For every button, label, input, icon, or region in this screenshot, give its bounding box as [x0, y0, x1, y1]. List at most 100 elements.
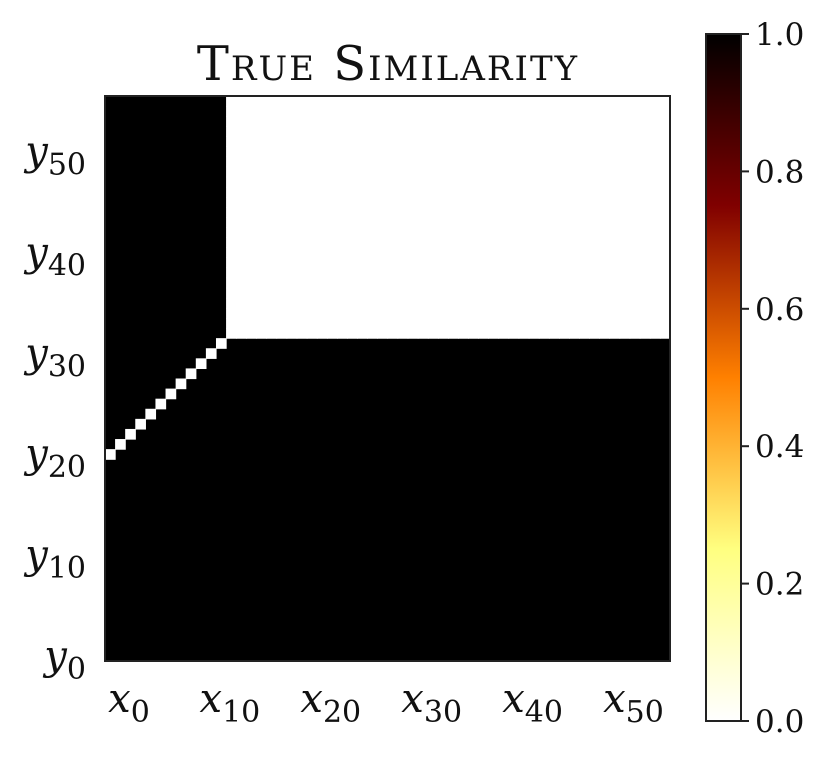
heatmap-cell — [417, 156, 429, 168]
heatmap-cell — [417, 307, 429, 319]
y-tick-label: y10 — [23, 532, 86, 586]
heatmap-cell — [468, 317, 479, 329]
heatmap-cell — [478, 237, 489, 248]
heatmap-cell — [266, 328, 278, 339]
heatmap-cell — [347, 106, 358, 117]
heatmap-cell — [236, 206, 247, 218]
heatmap-cell — [367, 156, 379, 168]
heatmap-cell — [498, 106, 510, 117]
heatmap-cell — [246, 156, 257, 168]
heatmap-cell — [458, 267, 469, 279]
heatmap-cell — [276, 146, 288, 158]
heatmap-cell — [306, 96, 318, 107]
heatmap-cell — [468, 116, 479, 127]
heatmap-cell — [226, 146, 237, 158]
heatmap-cell — [599, 136, 611, 148]
heatmap-cell — [619, 257, 631, 269]
heatmap-cell — [488, 307, 500, 319]
heatmap-cell — [377, 317, 389, 329]
y-tick-label-var: y — [23, 229, 49, 275]
heatmap-cell — [326, 317, 338, 329]
heatmap-cell — [407, 116, 419, 127]
heatmap-cell — [246, 126, 257, 137]
heatmap-cell — [407, 237, 419, 248]
heatmap-cell — [326, 146, 338, 158]
heatmap-cell — [407, 297, 419, 309]
heatmap-cell — [276, 176, 288, 188]
heatmap-cell — [326, 277, 338, 289]
heatmap-cell — [246, 307, 257, 319]
heatmap-cell — [286, 106, 298, 117]
heatmap-cell — [397, 227, 409, 238]
heatmap-cell — [337, 277, 348, 289]
heatmap-cell — [639, 267, 651, 279]
heatmap-cell — [337, 106, 348, 117]
heatmap-cell — [448, 126, 459, 137]
heatmap-cell — [609, 116, 621, 127]
heatmap-cell — [236, 126, 247, 137]
heatmap-cell — [498, 116, 510, 127]
heatmap-cell — [528, 267, 540, 279]
heatmap-cell — [397, 116, 409, 127]
heatmap-cell — [286, 156, 298, 168]
heatmap-cell — [347, 317, 358, 329]
heatmap-cell — [609, 186, 621, 198]
heatmap-cell — [337, 176, 348, 188]
heatmap-cell — [569, 146, 580, 158]
heatmap-cell — [468, 247, 479, 259]
heatmap-cell — [337, 146, 348, 158]
heatmap-cell — [276, 186, 288, 198]
heatmap-cell — [256, 106, 268, 117]
heatmap-cell — [185, 368, 197, 380]
heatmap-cell — [579, 247, 590, 259]
heatmap-cell — [458, 196, 469, 208]
heatmap-cell — [518, 317, 530, 329]
heatmap-cell — [458, 146, 469, 158]
heatmap-cell — [397, 307, 409, 319]
heatmap-cell — [326, 166, 338, 178]
heatmap-cell — [538, 257, 550, 269]
x-tick-label-var: x — [200, 676, 223, 722]
heatmap-cell — [508, 116, 520, 127]
heatmap-cell — [276, 287, 288, 299]
heatmap-cell — [569, 277, 580, 289]
heatmap-cell — [528, 257, 540, 269]
heatmap-cell — [488, 297, 500, 309]
heatmap-cell — [548, 96, 560, 107]
chart-title: True Similarity — [197, 36, 579, 92]
heatmap-cell — [306, 196, 318, 208]
heatmap-cell — [498, 287, 510, 299]
heatmap-cell — [407, 217, 419, 228]
heatmap-cell — [589, 297, 600, 309]
heatmap-cell — [266, 96, 278, 107]
heatmap-cell — [508, 297, 520, 309]
heatmap-cell — [498, 96, 510, 107]
heatmap-cell — [508, 307, 520, 319]
x-tick-label-subscript: 40 — [525, 695, 563, 730]
heatmap-cell — [377, 186, 389, 198]
heatmap-cell — [478, 156, 489, 168]
heatmap-cell — [105, 449, 116, 460]
heatmap-cell — [397, 146, 409, 158]
heatmap-cell — [397, 297, 409, 309]
heatmap-cell — [407, 247, 419, 259]
heatmap-cell — [508, 96, 520, 107]
heatmap-cell — [256, 136, 268, 148]
heatmap-cell — [347, 328, 358, 339]
heatmap-cell — [427, 186, 439, 198]
heatmap-cell — [326, 217, 338, 228]
heatmap-cell — [326, 126, 338, 137]
heatmap-cell — [427, 196, 439, 208]
heatmap-cell — [448, 196, 459, 208]
heatmap-cell — [296, 136, 308, 148]
heatmap-cell — [427, 146, 439, 158]
heatmap-cell — [649, 146, 661, 158]
heatmap-cell — [337, 136, 348, 148]
heatmap-cell — [609, 267, 621, 279]
heatmap-cell — [538, 247, 550, 259]
heatmap-cell — [629, 257, 641, 269]
heatmap-cell — [599, 96, 611, 107]
heatmap-cell — [468, 196, 479, 208]
heatmap-cell — [357, 206, 368, 218]
heatmap-cell — [397, 196, 409, 208]
